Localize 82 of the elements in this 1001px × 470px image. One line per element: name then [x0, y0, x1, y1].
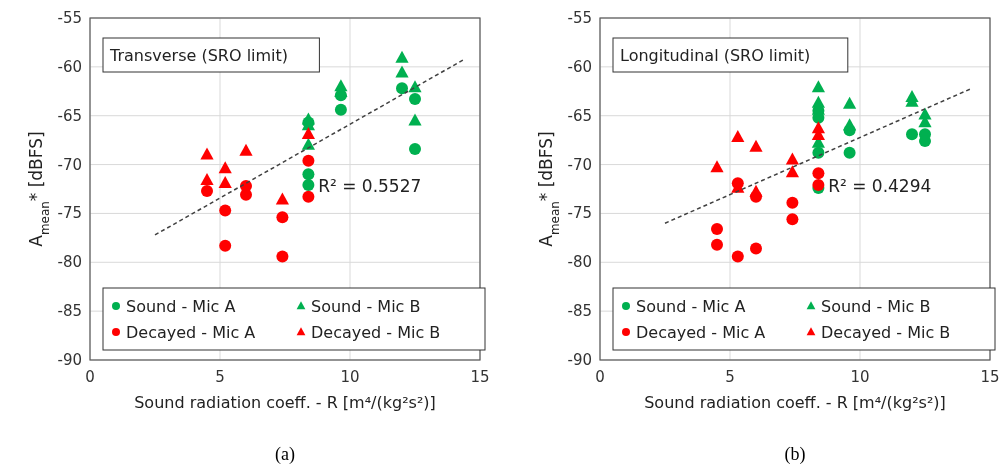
- annotation: R² = 0.4294: [828, 176, 932, 196]
- point: [711, 238, 723, 251]
- y-tick-label: -70: [567, 155, 592, 174]
- point: [731, 250, 744, 263]
- point: [201, 184, 213, 197]
- point: [276, 211, 289, 224]
- point: [200, 147, 214, 160]
- x-axis-title: Sound radiation coeff. - R [m⁴/(kg²s²)]: [134, 393, 436, 412]
- x-tick-label: 5: [215, 368, 225, 386]
- x-tick-label: 0: [85, 368, 95, 386]
- point: [811, 80, 825, 93]
- point: [409, 93, 421, 106]
- point: [302, 154, 315, 167]
- y-tick-label: -80: [567, 253, 592, 272]
- point: [218, 161, 232, 174]
- legend-label: Decayed - Mic A: [126, 323, 256, 342]
- legend-label: Sound - Mic A: [126, 297, 236, 316]
- y-tick-label: -70: [57, 155, 82, 174]
- point: [219, 204, 232, 217]
- point: [749, 139, 763, 152]
- point: [906, 128, 918, 141]
- point: [218, 175, 232, 188]
- y-tick-label: -90: [57, 351, 82, 369]
- x-tick-label: 10: [850, 368, 870, 386]
- y-tick-label: -90: [567, 351, 592, 369]
- point: [301, 137, 315, 150]
- text: (a): [275, 444, 295, 465]
- point: [749, 184, 763, 197]
- point: [786, 196, 799, 209]
- point: [711, 223, 723, 236]
- x-axis-title: Sound radiation coeff. - R [m⁴/(kg²s²)]: [644, 393, 946, 412]
- y-tick-label: -75: [57, 204, 82, 223]
- point: [302, 168, 315, 181]
- legend-label: Sound - Mic B: [821, 297, 931, 316]
- point: [219, 239, 232, 252]
- point: [276, 250, 289, 263]
- y-tick-label: -55: [57, 9, 82, 27]
- point: [785, 165, 799, 178]
- legend-label: Decayed - Mic B: [311, 323, 441, 342]
- legend-label: Decayed - Mic B: [821, 323, 951, 342]
- y-tick-label: -75: [567, 204, 592, 223]
- x-tick-label: 5: [725, 368, 735, 386]
- y-tick-label: -65: [57, 106, 82, 125]
- text: (b): [784, 444, 806, 465]
- point: [786, 213, 799, 226]
- x-tick-label: 0: [595, 368, 605, 386]
- x-tick-label: 15: [470, 368, 490, 386]
- point: [395, 50, 409, 63]
- point: [812, 167, 825, 180]
- point: [275, 192, 289, 205]
- point: [302, 179, 315, 192]
- legend-label: Sound - Mic B: [311, 297, 421, 316]
- point: [843, 146, 856, 159]
- text: Longitudinal (SRO limit): [620, 46, 811, 65]
- point: [785, 152, 799, 165]
- point: [200, 173, 214, 186]
- point: [843, 118, 857, 131]
- point: [301, 127, 315, 140]
- annotation: R² = 0.5527: [318, 176, 422, 196]
- legend-label: Decayed - Mic A: [636, 323, 766, 342]
- point: [395, 65, 409, 78]
- y-tick-label: -65: [567, 106, 592, 125]
- y-tick-label: -60: [567, 57, 592, 76]
- y-tick-label: -80: [57, 253, 82, 272]
- x-tick-label: 15: [980, 368, 1000, 386]
- point: [239, 143, 253, 156]
- point: [408, 113, 422, 126]
- point: [409, 142, 421, 155]
- point: [396, 82, 408, 95]
- y-tick-label: -55: [567, 9, 592, 27]
- legend-label: Sound - Mic A: [636, 297, 746, 316]
- text: Transverse (SRO limit): [109, 46, 289, 65]
- y-tick-label: -60: [57, 57, 82, 76]
- point: [334, 103, 347, 116]
- x-tick-label: 10: [340, 368, 360, 386]
- point: [843, 96, 857, 109]
- y-tick-label: -85: [567, 302, 592, 321]
- point: [302, 190, 315, 203]
- y-tick-label: -85: [57, 302, 82, 321]
- point: [731, 130, 745, 143]
- point: [710, 160, 724, 173]
- point: [750, 242, 762, 255]
